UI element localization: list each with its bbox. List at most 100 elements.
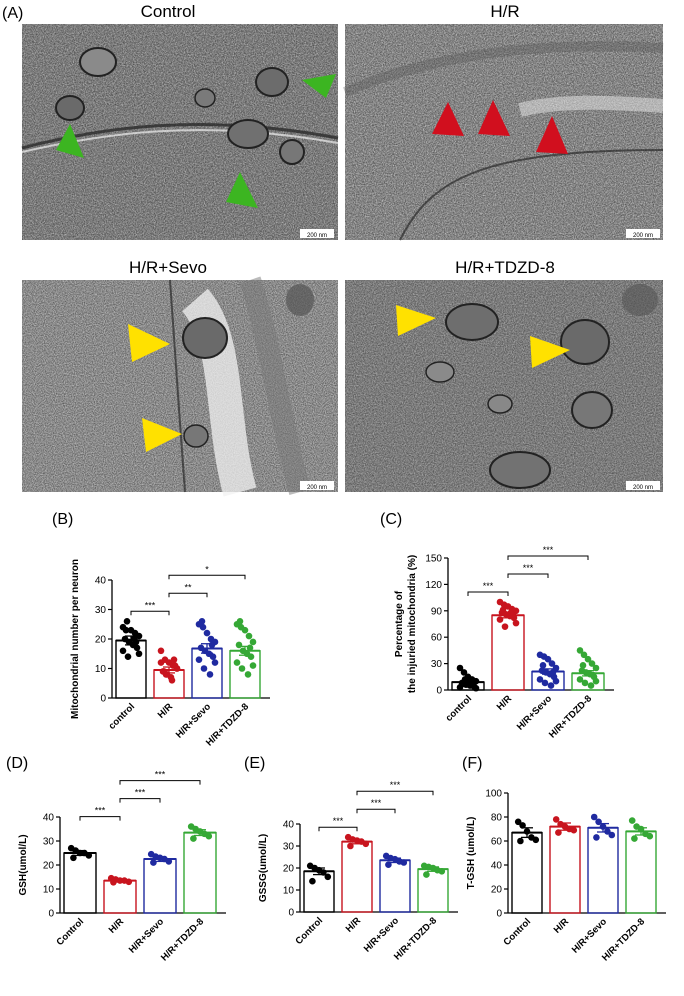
micrograph-title-hr-tdzd8: H/R+TDZD-8 [455, 258, 555, 277]
data-point [157, 659, 165, 666]
x-tick-label: H/R+TDZD-8 [547, 693, 594, 740]
data-point [160, 668, 168, 675]
x-tick-label: H/R [552, 916, 571, 935]
data-point [592, 677, 600, 685]
y-axis-label-line: GSH(umol/L) [18, 834, 29, 895]
data-point [70, 854, 77, 862]
y-tick-label: 10 [283, 886, 295, 897]
y-tick-label: 10 [43, 885, 55, 896]
bar [511, 831, 543, 914]
x-tick-label: Control [54, 916, 86, 948]
data-point [249, 638, 257, 646]
data-point [241, 626, 249, 634]
data-point [459, 680, 467, 688]
data-point [584, 655, 592, 663]
x-tick-label: H/R+Sevo [570, 916, 609, 955]
data-point [123, 618, 131, 625]
significance-label: *** [371, 798, 382, 808]
arrowhead-icon [56, 124, 84, 158]
arrowhead-icon [226, 172, 258, 208]
data-point [190, 835, 197, 842]
x-tick-label: H/R+Sevo [174, 701, 213, 740]
data-point [547, 682, 555, 689]
data-point [122, 626, 130, 634]
arrowhead-icon [478, 100, 510, 136]
micrograph-hr-tdzd8: 200 nm [345, 280, 663, 492]
chart-d: 0 10 20 30 40 GSH(umol/L) Control H/R H/R+SevoH/… [18, 770, 226, 963]
significance-bracket [467, 591, 509, 596]
data-point [570, 826, 578, 834]
significance-bracket [79, 816, 121, 821]
micrograph-title-hr: H/R [490, 2, 519, 21]
y-tick-label: 40 [491, 861, 503, 872]
x-tick-label: H/R [344, 915, 363, 934]
bar [417, 868, 449, 913]
significance-label: * [205, 564, 209, 574]
data-point [249, 662, 257, 669]
bar [341, 840, 373, 913]
significance-label: *** [333, 816, 344, 826]
data-point [125, 878, 133, 886]
data-point [236, 618, 244, 625]
data-point [587, 682, 595, 689]
panel-label-b: (B) [52, 511, 73, 528]
y-tick-label: 80 [491, 813, 503, 824]
data-point [324, 873, 332, 881]
data-point [157, 647, 165, 655]
y-tick-label: 10 [95, 664, 107, 675]
y-tick-label: 150 [425, 554, 442, 565]
data-point [456, 664, 464, 672]
y-tick-label: 40 [43, 813, 55, 824]
data-point [203, 629, 211, 637]
data-point [320, 869, 327, 876]
arrowhead-icon [530, 336, 570, 368]
data-point [205, 832, 213, 840]
data-point [135, 632, 143, 640]
data-point [589, 671, 597, 679]
data-point [579, 662, 587, 669]
scalebar-label: 200 nm [633, 485, 653, 491]
data-point [110, 878, 117, 886]
y-tick-label: 20 [283, 864, 295, 875]
charts-layer: 0 10 20 30 40 Mitochondrial number per neuron… [18, 545, 666, 963]
data-point [150, 859, 157, 866]
data-point [581, 679, 589, 687]
data-point [593, 834, 600, 841]
data-point [501, 623, 509, 630]
data-point [385, 861, 392, 868]
data-point [576, 676, 584, 683]
data-point [509, 611, 517, 619]
data-point [247, 653, 255, 660]
data-point [133, 644, 141, 652]
data-point [512, 619, 520, 627]
data-point [170, 656, 178, 663]
panel-label-c: (C) [380, 511, 402, 528]
x-tick-label: H/R [495, 693, 514, 712]
significance-bracket [168, 574, 246, 580]
data-point [119, 647, 127, 655]
data-point [496, 616, 504, 623]
data-point [628, 817, 636, 824]
x-tick-label: H/R+Sevo [127, 916, 166, 955]
panel-label-a: (A) [2, 5, 23, 22]
bar [63, 852, 97, 914]
significance-label: *** [95, 806, 106, 816]
chart-f: 0 20 40 60 80 100 T-GSH (umol/L) Control H/RH/R+… [466, 789, 666, 963]
significance-bracket [356, 808, 396, 814]
arrowhead-icon [536, 116, 568, 154]
scalebar-label: 200 nm [307, 485, 327, 491]
bar [587, 827, 619, 914]
data-point [536, 676, 544, 683]
data-point [362, 840, 370, 848]
bar [143, 858, 177, 914]
data-point [208, 641, 216, 649]
x-tick-label: H/R+Sevo [362, 915, 401, 954]
panel-label-e: (E) [244, 755, 265, 772]
micrograph-title-hr-sevo: H/R+Sevo [129, 258, 207, 277]
data-point [517, 837, 524, 845]
y-tick-label: 60 [491, 837, 503, 848]
arrowhead-icon [142, 418, 182, 452]
data-point [548, 660, 556, 667]
